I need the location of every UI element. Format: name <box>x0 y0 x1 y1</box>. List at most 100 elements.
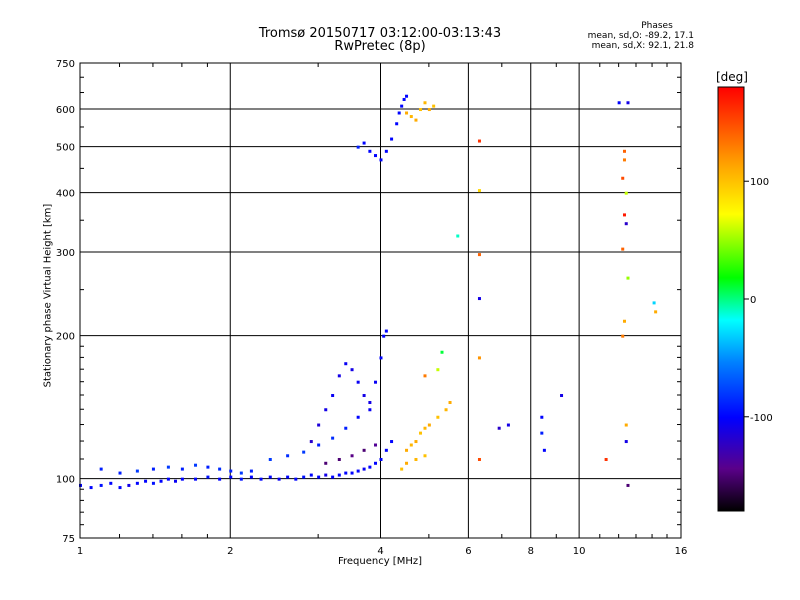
scatter-point <box>382 334 386 338</box>
scatter-point <box>286 475 290 479</box>
title-line-2: RwPretec (8p) <box>334 39 426 54</box>
scatter-point <box>249 475 253 479</box>
scatter-point <box>350 454 354 458</box>
scatter-point <box>294 477 298 481</box>
scatter-point <box>405 448 409 452</box>
scatter-point <box>427 423 431 427</box>
scatter-point <box>249 469 253 473</box>
scatter-point <box>99 483 103 487</box>
scatter-point <box>384 149 388 153</box>
title-line-1: Tromsø 20150717 03:12:00-03:13:43 <box>258 26 502 41</box>
y-axis-label: Stationary phase Virtual Height [km] <box>42 203 54 388</box>
scatter-point <box>652 301 656 305</box>
chart-title: Tromsø 20150717 03:12:00-03:13:43 RwPret… <box>180 27 580 53</box>
scatter-point <box>362 467 366 471</box>
scatter-point <box>540 415 544 419</box>
scatter-point <box>409 115 413 119</box>
scatter-point <box>337 473 341 477</box>
scatter-point <box>400 104 404 108</box>
scatter-point <box>477 189 481 193</box>
scatter-point <box>374 461 378 465</box>
scatter-point <box>239 477 243 481</box>
scatter-point <box>166 477 170 481</box>
y-tick-label: 600 <box>56 105 75 116</box>
scatter-point <box>621 247 625 251</box>
scatter-point <box>324 461 328 465</box>
colorbar <box>717 86 745 512</box>
scatter-point <box>390 137 394 141</box>
scatter-point <box>286 454 290 458</box>
scatter-point <box>626 101 630 105</box>
scatter-point <box>362 448 366 452</box>
scatter-point <box>624 440 628 444</box>
scatter-point <box>374 380 378 384</box>
scatter-point <box>151 467 155 471</box>
x-tick-label: 1 <box>77 546 83 557</box>
scatter-point <box>390 440 394 444</box>
scatter-point <box>356 380 360 384</box>
scatter-point <box>414 457 418 461</box>
scatter-point <box>317 443 321 447</box>
scatter-point <box>622 319 626 323</box>
phases-legend: Phases mean, sd,O: -89.2, 17.1 mean, sd,… <box>580 21 694 51</box>
scatter-point <box>419 108 423 112</box>
colorbar-ticks: 100 0 -100 <box>744 177 773 424</box>
scatter-point <box>206 475 210 479</box>
scatter-point <box>218 477 222 481</box>
scatter-point <box>144 479 148 483</box>
scatter-point <box>654 310 658 314</box>
scatter-point <box>151 481 155 485</box>
scatter-point <box>362 394 366 398</box>
scatter-point <box>477 139 481 143</box>
scatter-points <box>79 94 658 490</box>
y-tick-label: 100 <box>56 475 75 486</box>
scatter-point <box>324 473 328 477</box>
x-tick-label: 8 <box>528 546 534 557</box>
scatter-point <box>337 374 341 378</box>
scatter-point <box>423 426 427 430</box>
scatter-point <box>89 486 93 490</box>
x-tick-label: 6 <box>465 546 471 557</box>
scatter-point <box>331 436 335 440</box>
scatter-point <box>397 111 401 115</box>
scatter-point <box>621 334 625 338</box>
scatter-point <box>477 253 481 257</box>
scatter-point <box>277 477 281 481</box>
scatter-point <box>622 149 626 153</box>
scatter-point <box>259 477 263 481</box>
scatter-point <box>309 473 313 477</box>
scatter-point <box>344 471 348 475</box>
scatter-point <box>356 145 360 149</box>
scatter-point <box>194 463 198 467</box>
scatter-point <box>400 467 404 471</box>
y-tick-labels: 75 100 200 300 400 500 600 750 <box>56 59 75 545</box>
scatter-point <box>423 374 427 378</box>
scatter-point <box>427 108 431 112</box>
x-tick-label: 4 <box>377 546 383 557</box>
scatter-point <box>436 415 440 419</box>
scatter-point <box>384 329 388 333</box>
scatter-point <box>229 469 233 473</box>
scatter-point <box>368 465 372 469</box>
plot-frame <box>79 62 682 539</box>
scatter-point <box>395 122 399 126</box>
scatter-point <box>423 454 427 458</box>
scatter-point <box>166 465 170 469</box>
scatter-point <box>560 394 564 398</box>
scatter-point <box>118 486 122 490</box>
x-tick-label: 10 <box>573 546 586 557</box>
scatter-point <box>344 362 348 366</box>
scatter-point <box>218 467 222 471</box>
scatter-point <box>268 457 272 461</box>
scatter-point <box>456 234 460 238</box>
scatter-point <box>374 154 378 158</box>
colorbar-tick-label: -100 <box>750 413 773 424</box>
scatter-point <box>229 475 233 479</box>
x-tick-labels: 1 2 4 6 8 10 16 <box>77 546 688 557</box>
scatter-point <box>440 350 444 354</box>
scatter-point <box>405 111 409 115</box>
y-tick-label: 500 <box>56 143 75 154</box>
scatter-point <box>624 222 628 226</box>
scatter-point <box>414 118 418 122</box>
